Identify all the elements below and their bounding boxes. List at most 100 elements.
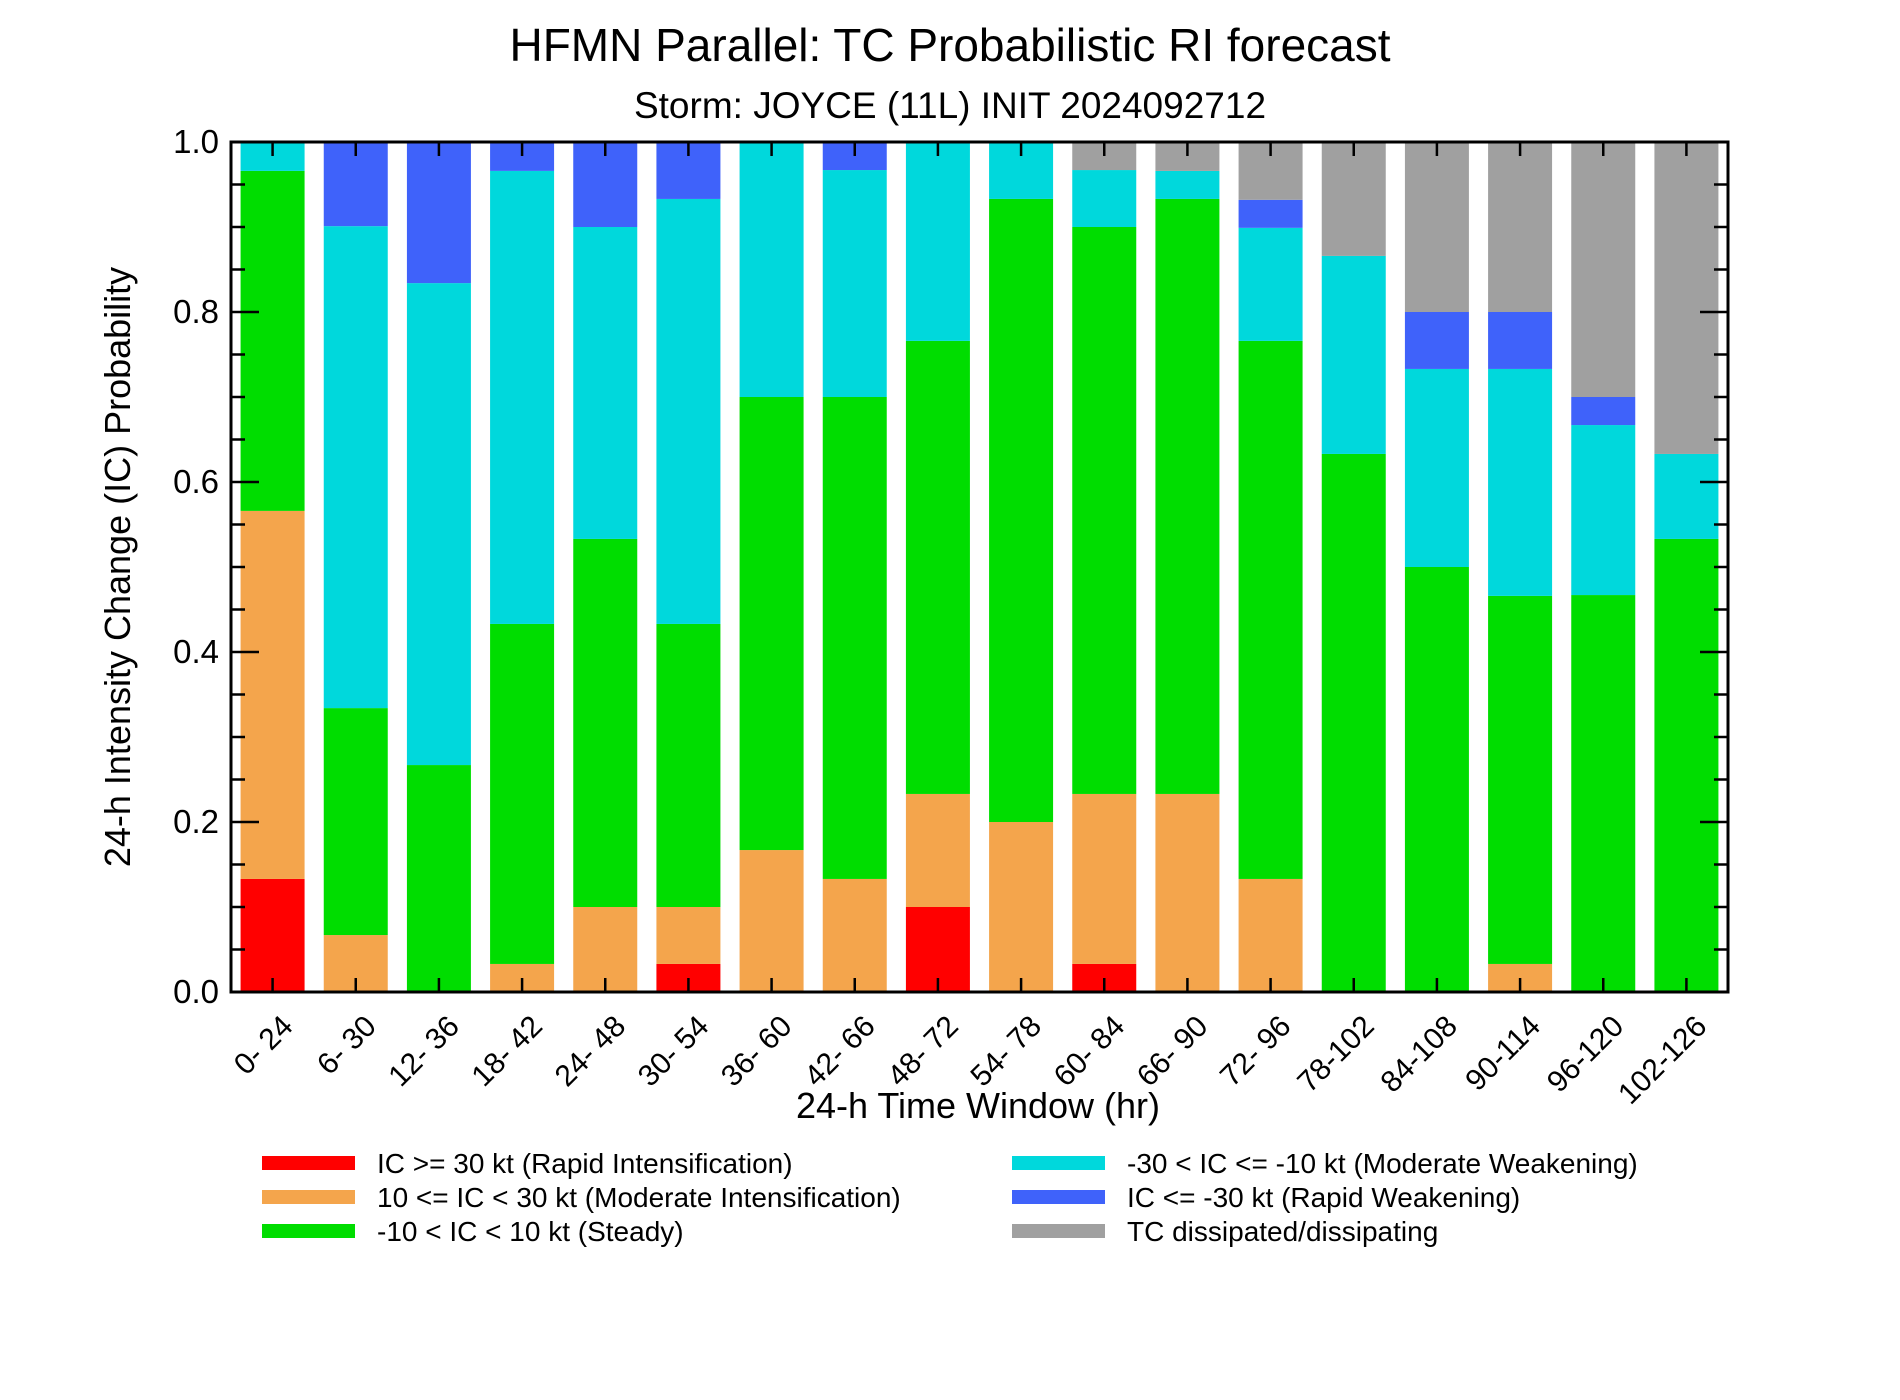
bar-segment [1072, 793, 1137, 964]
bar-segment [1404, 567, 1469, 992]
legend-swatch [1012, 1156, 1105, 1170]
x-tick-label: 36- 60 [715, 1010, 798, 1093]
bar-segment [656, 907, 721, 964]
x-tick-label: 90-114 [1459, 1010, 1547, 1098]
bar-segment [905, 907, 970, 992]
x-tick-label: 12- 36 [382, 1010, 465, 1093]
bar-segment [323, 708, 388, 936]
bar-segment [989, 198, 1054, 822]
bar-segment [1488, 312, 1553, 369]
legend-label: TC dissipated/dissipating [1127, 1216, 1438, 1247]
x-tick-label: 72- 96 [1214, 1010, 1297, 1093]
bar-segment [822, 878, 887, 992]
legend-swatch [262, 1190, 355, 1204]
bar-segment [1321, 255, 1386, 454]
bar-segment [1488, 595, 1553, 964]
bar-segment [739, 142, 804, 397]
bars-layer [240, 142, 1719, 992]
x-tick-label: 42- 66 [798, 1010, 881, 1093]
bar-segment [1238, 227, 1303, 341]
legend-swatch [1012, 1190, 1105, 1204]
bar-segment [1571, 142, 1636, 397]
x-tick-label: 60- 84 [1048, 1010, 1131, 1093]
bar-segment [573, 538, 638, 907]
legend-label: 10 <= IC < 30 kt (Moderate Intensificati… [377, 1182, 901, 1213]
bar-segment [1404, 368, 1469, 567]
bar-segment [573, 907, 638, 992]
bar-segment [240, 170, 305, 511]
bar-segment [240, 878, 305, 992]
bar-segment [240, 510, 305, 879]
bar-segment [490, 170, 555, 624]
legend-swatch [262, 1224, 355, 1238]
bar-segment [1571, 595, 1636, 992]
bar-segment [490, 623, 555, 964]
bar-segment [656, 623, 721, 907]
bar-segment [1155, 170, 1220, 199]
bar-segment [656, 198, 721, 624]
bar-segment [905, 340, 970, 794]
bar-segment [406, 283, 471, 766]
bar-segment [573, 227, 638, 539]
chart-subtitle: Storm: JOYCE (11L) INIT 2024092712 [634, 85, 1266, 126]
x-tick-label: 78-102 [1291, 1010, 1380, 1099]
x-tick-label: 102-126 [1612, 1010, 1713, 1111]
x-tick-label: 6- 30 [311, 1010, 383, 1082]
bar-segment [406, 142, 471, 284]
bar-segment [1238, 878, 1303, 992]
bar-segment [1654, 142, 1719, 454]
x-tick-label: 24- 48 [549, 1010, 632, 1093]
legend-swatch [262, 1156, 355, 1170]
legend-label: IC >= 30 kt (Rapid Intensification) [377, 1148, 793, 1179]
y-tick-label: 0.2 [173, 803, 219, 840]
bar-segment [406, 765, 471, 992]
y-tick-label: 0.6 [173, 463, 219, 500]
y-tick-label: 0.8 [173, 293, 219, 330]
bar-segment [1571, 425, 1636, 596]
y-tick-label: 1.0 [173, 123, 219, 160]
y-tick-label: 0.0 [173, 973, 219, 1010]
bar-segment [573, 142, 638, 227]
plot-frame [229, 140, 1730, 994]
bar-segment [1238, 199, 1303, 228]
bar-segment [1404, 142, 1469, 312]
bar-segment [739, 397, 804, 851]
bar-segment [1404, 312, 1469, 369]
bar-segment [1488, 368, 1553, 596]
bar-segment [323, 226, 388, 709]
x-tick-label: 18- 42 [466, 1010, 549, 1093]
bar-segment [905, 793, 970, 907]
bar-segment [822, 170, 887, 397]
x-tick-label: 30- 54 [632, 1010, 715, 1093]
bar-segment [1654, 538, 1719, 992]
legend-label: IC <= -30 kt (Rapid Weakening) [1127, 1182, 1520, 1213]
bar-segment [739, 850, 804, 992]
x-tick-label: 66- 90 [1131, 1010, 1214, 1093]
x-tick-label: 84-108 [1374, 1010, 1463, 1099]
legend-swatch [1012, 1224, 1105, 1238]
bar-segment [989, 822, 1054, 992]
legend-label: -30 < IC <= -10 kt (Moderate Weakening) [1127, 1148, 1638, 1179]
chart-title: HFMN Parallel: TC Probabilistic RI forec… [509, 19, 1390, 71]
x-axis-label: 24-h Time Window (hr) [796, 1085, 1160, 1126]
bar-segment [1654, 453, 1719, 539]
bar-segment [822, 397, 887, 879]
bar-segment [1571, 397, 1636, 426]
bar-segment [1321, 453, 1386, 992]
bar-segment [1488, 142, 1553, 312]
legend-label: -10 < IC < 10 kt (Steady) [377, 1216, 684, 1247]
x-tick-label: 0- 24 [228, 1010, 300, 1082]
bar-segment [905, 142, 970, 341]
bar-segment [1072, 170, 1137, 227]
x-tick-label: 54- 78 [965, 1010, 1048, 1093]
bar-segment [1155, 198, 1220, 794]
y-axis: 0.0 0.2 0.4 0.6 0.8 1.0 [173, 123, 1728, 1010]
bar-segment [1072, 227, 1137, 794]
bar-segment [1238, 340, 1303, 879]
y-tick-label: 0.4 [173, 633, 219, 670]
bar-segment [323, 142, 388, 227]
bar-segment [1155, 793, 1220, 992]
bar-segment [1321, 142, 1386, 256]
y-axis-label: 24-h Intensity Change (IC) Probability [97, 267, 138, 867]
